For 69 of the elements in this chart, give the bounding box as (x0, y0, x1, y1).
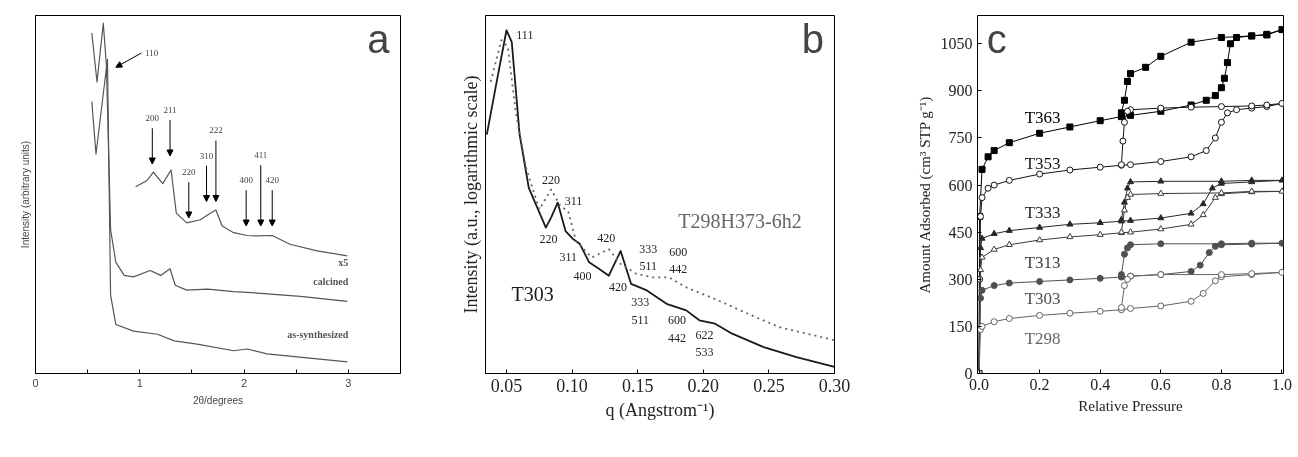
series-label: T298 (1024, 329, 1061, 349)
series-label: T333 (1024, 203, 1061, 223)
annotation: 420 (265, 175, 280, 186)
annotation: 511 (631, 313, 650, 328)
annotation: 220 (542, 172, 561, 187)
y-axis-title: Amount Adsorbed (cm³ STP g⁻¹) (916, 96, 934, 294)
series-label: T313 (1024, 252, 1061, 272)
x-tick-label: 0.6 (1150, 375, 1171, 393)
x-tick-label: 0.20 (687, 375, 720, 396)
series-label: as-synthesized (287, 328, 349, 340)
annotation: 310 (199, 150, 214, 161)
y-tick-label: 150 (948, 317, 973, 335)
annotation: 442 (668, 330, 687, 345)
chart-title: b (801, 17, 825, 62)
x-tick-label: 3 (345, 376, 352, 389)
annotation: 411 (254, 150, 268, 161)
annotation: 110 (145, 48, 159, 59)
annotation: 311 (564, 194, 583, 209)
y-tick-label: 450 (948, 223, 973, 241)
y-axis-title: Intensity (a.u., logarithmic scale) (460, 75, 482, 314)
y-tick-label: 300 (948, 270, 973, 288)
y-tick-label: 1050 (940, 35, 973, 53)
text: T298H373-6h2 (678, 210, 802, 233)
x-tick-label: 2 (241, 376, 248, 389)
annotation: 533 (695, 344, 714, 359)
x-tick-label: 0.8 (1211, 375, 1232, 393)
annotation: 442 (669, 262, 688, 277)
x-axis-title: 2θ/degrees (192, 394, 244, 406)
x-axis-title: Relative Pressure (1078, 397, 1184, 414)
annotation: 333 (639, 242, 658, 257)
chart-title: a (367, 17, 391, 62)
series-label: T353 (1024, 153, 1061, 173)
annotation: 311 (559, 250, 577, 265)
x-tick-label: 0.15 (621, 375, 654, 396)
series-label: x5 (338, 256, 349, 268)
x-tick-label: 0.25 (753, 375, 785, 396)
annotation: 111 (516, 28, 534, 43)
annotation: 600 (669, 245, 688, 260)
annotation: 420 (597, 230, 616, 245)
annotation: 220 (182, 167, 197, 178)
series-label: calcined (313, 276, 349, 288)
y-tick-label: 900 (948, 82, 973, 100)
chart-title: c (986, 17, 1007, 62)
x-tick-label: 0.2 (1029, 375, 1050, 393)
series-label: T363 (1024, 108, 1061, 128)
x-axis-title: q (Angstrom⁻¹) (605, 399, 715, 421)
annotation: 622 (695, 328, 714, 343)
annotation: 200 (145, 113, 160, 124)
annotation: 220 (539, 232, 558, 247)
annotation: 400 (239, 175, 254, 186)
x-tick-label: 1.0 (1271, 375, 1292, 393)
annotation: 600 (668, 313, 687, 328)
annotation: 222 (209, 125, 223, 136)
annotation: 420 (609, 280, 628, 295)
x-tick-label: 0 (32, 376, 39, 389)
y-tick-label: 600 (948, 176, 973, 194)
x-tick-label: 0.10 (556, 375, 588, 396)
annotation: 211 (163, 105, 177, 116)
series-label: T303 (1024, 288, 1061, 308)
x-tick-label: 0.05 (490, 375, 523, 396)
annotation: 400 (573, 268, 592, 283)
annotation: 511 (639, 258, 657, 273)
annotation: 333 (631, 295, 650, 310)
y-axis-title: Intensity (arbitrary units) (19, 140, 31, 249)
x-tick-label: 0.4 (1090, 375, 1111, 393)
x-tick-label: 0.30 (818, 375, 851, 396)
x-tick-label: 1 (136, 376, 143, 389)
text: T303 (511, 282, 554, 305)
y-tick-label: 750 (948, 129, 973, 147)
